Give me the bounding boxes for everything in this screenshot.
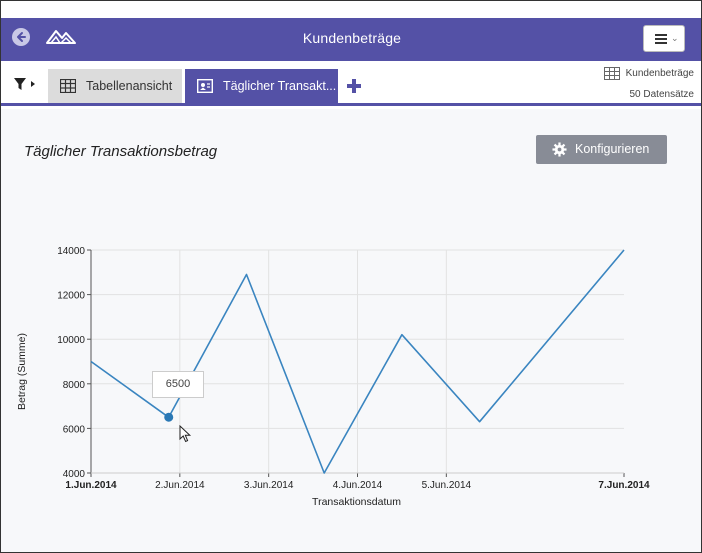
y-tick-label: 14000 — [57, 246, 85, 257]
chart-labels: 4000 6000 8000 10000 12000 14000 1.Jun.2014 2.J… — [16, 246, 650, 508]
y-tick-label: 12000 — [57, 291, 85, 302]
y-tick-label: 6000 — [63, 424, 86, 435]
mouse-cursor-icon — [179, 425, 192, 443]
y-tick-label: 4000 — [63, 469, 86, 480]
x-tick-label: 4.Jun.2014 — [333, 480, 383, 491]
tab-label: Täglicher Transakt... — [223, 79, 337, 93]
tab-label: Tabellenansicht — [86, 79, 173, 93]
chart-axes — [87, 249, 625, 477]
chart-title: Täglicher Transaktionsbetrag — [24, 143, 218, 160]
chart-grid — [91, 249, 624, 474]
tab-table-view[interactable]: Tabellenansicht — [48, 69, 182, 103]
table-icon — [60, 79, 76, 93]
chevron-down-icon: ⌄ — [671, 33, 679, 43]
dataset-info: Kundenbeträge 50 Datensätze — [603, 67, 695, 101]
table-icon — [603, 67, 620, 80]
hamburger-menu-button[interactable]: ⌄ — [643, 25, 685, 52]
x-axis-title: Transaktionsdatum — [312, 496, 401, 508]
chart-tooltip: 6500 — [152, 371, 204, 398]
highlighted-data-point — [164, 412, 174, 422]
x-tick-label: 2.Jun.2014 — [155, 480, 205, 491]
y-axis-title: Betrag (Summe) — [16, 333, 28, 410]
hamburger-menu-icon — [655, 34, 667, 44]
configure-button[interactable]: Konfigurieren — [536, 135, 667, 164]
mountain-logo-icon[interactable] — [45, 27, 77, 47]
arrow-left-icon[interactable] — [12, 28, 30, 46]
plus-icon[interactable] — [347, 79, 361, 93]
app-header: Kundenbeträge ⌄ — [1, 18, 701, 61]
chart-view-icon — [197, 79, 213, 93]
tab-bar: Tabellenansicht Täglicher Transakt... — [1, 61, 701, 106]
dataset-count: 50 Datensätze — [629, 89, 695, 100]
x-tick-label: 7.Jun.2014 — [598, 480, 650, 491]
chart-series — [90, 249, 625, 474]
app-title: Kundenbeträge — [302, 30, 402, 46]
x-tick-label: 1.Jun.2014 — [65, 480, 117, 491]
x-tick-label: 5.Jun.2014 — [422, 480, 472, 491]
gear-icon — [552, 142, 567, 157]
chart-panel: Täglicher Transaktionsbetrag Konfigurier… — [1, 109, 701, 552]
configure-label: Konfigurieren — [575, 142, 650, 156]
y-tick-label: 8000 — [63, 380, 86, 391]
x-tick-label: 3.Jun.2014 — [244, 480, 294, 491]
dataset-name-text: Kundenbeträge — [625, 68, 694, 79]
tab-chart-view[interactable]: Täglicher Transakt... — [185, 69, 338, 103]
filter-icon[interactable] — [13, 77, 39, 91]
dataset-name: Kundenbeträge — [603, 67, 694, 81]
y-tick-label: 10000 — [57, 335, 85, 346]
line-chart: 4000 6000 8000 10000 12000 14000 1.Jun.2014 2.J… — [16, 246, 650, 508]
